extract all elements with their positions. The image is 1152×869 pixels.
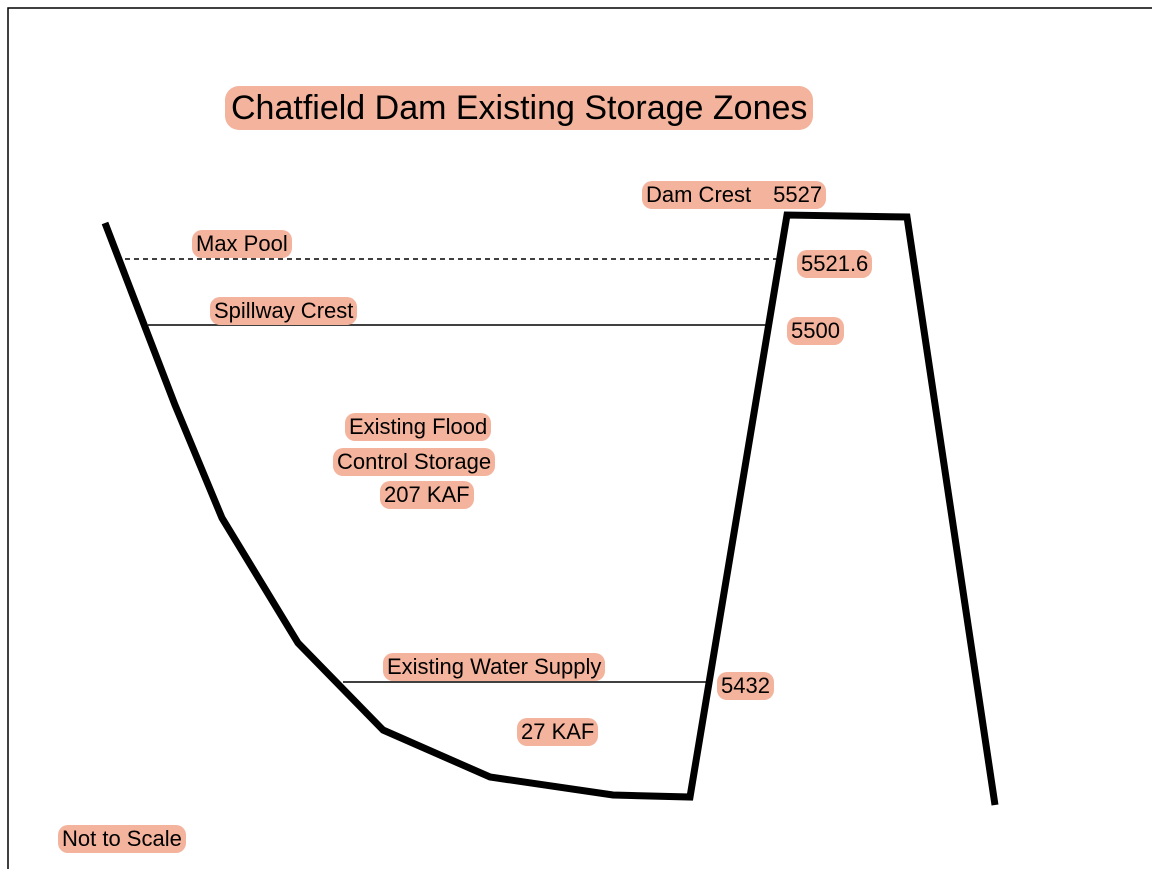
reservoir-profile — [101, 211, 999, 806]
max-pool-label: Max Pool — [192, 230, 292, 258]
spillway-elevation: 5500 — [787, 317, 844, 345]
max-pool-elevation: 5521.6 — [797, 250, 873, 278]
flood-line: Existing Flood — [345, 413, 492, 441]
dam-crest-text: Dam Crest — [646, 182, 752, 207]
frame — [7, 7, 1152, 869]
water-supply-elevation: 5432 — [717, 672, 774, 700]
note: Not to Scale — [58, 825, 186, 853]
flood-line: 207 KAF — [380, 481, 474, 509]
dam-crest-label: Dam Crest 5527 — [642, 181, 827, 209]
flood-line: Control Storage — [333, 448, 496, 476]
dam-crest-elevation: 5527 — [773, 182, 823, 207]
water-supply-volume: 27 KAF — [517, 718, 599, 746]
title: Chatfield Dam Existing Storage Zones — [225, 86, 814, 130]
spillway-label: Spillway Crest — [210, 297, 358, 325]
water-supply-label: Existing Water Supply — [383, 653, 606, 681]
